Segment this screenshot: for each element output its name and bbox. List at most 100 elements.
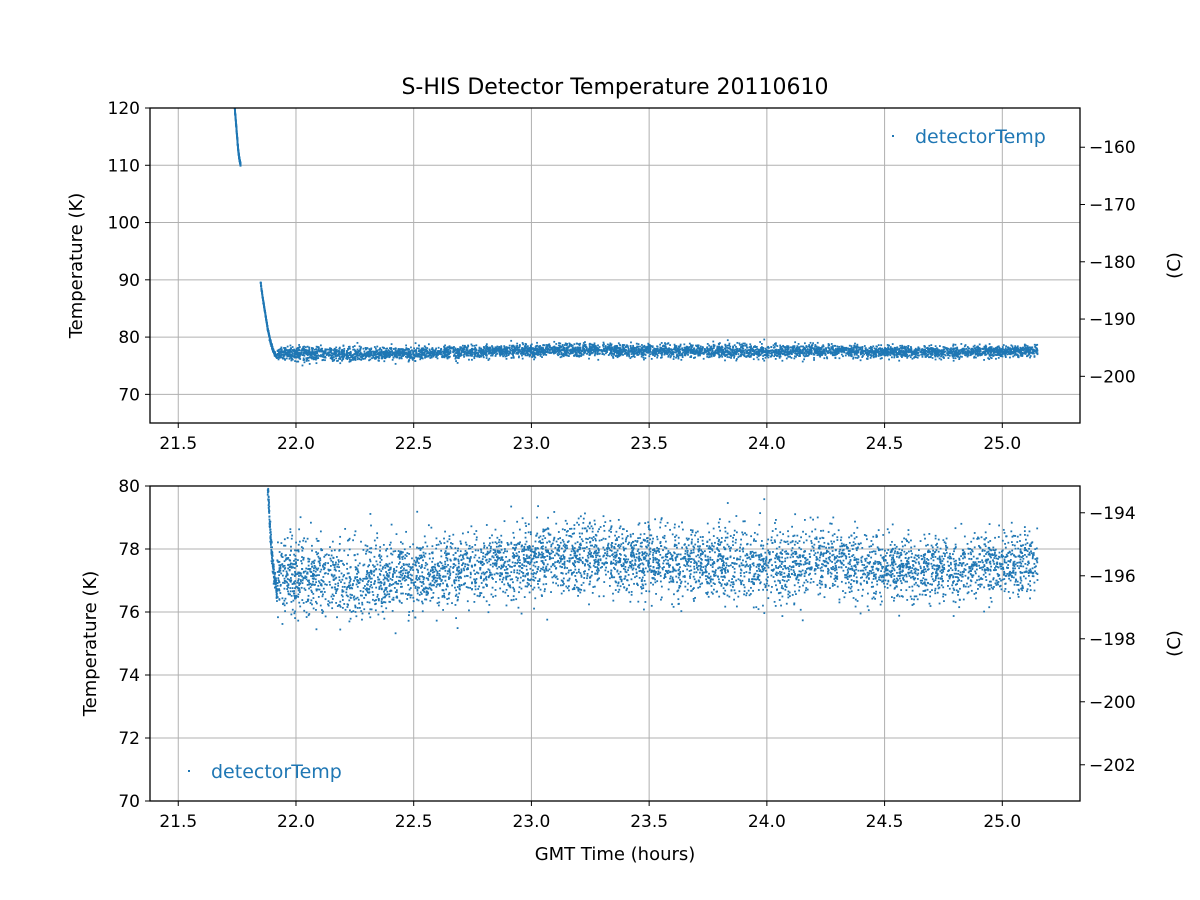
data-point [726, 344, 729, 347]
data-point [619, 347, 622, 349]
data-point [667, 348, 670, 350]
data-point [302, 357, 305, 360]
data-point [788, 351, 791, 354]
data-point [263, 305, 266, 308]
data-point [1024, 346, 1027, 349]
data-point [789, 346, 792, 349]
data-point [576, 349, 579, 352]
data-point [1035, 350, 1037, 353]
data-point [862, 352, 864, 355]
data-point [424, 350, 427, 353]
data-point [1019, 351, 1022, 354]
data-point [808, 352, 810, 355]
data-point [690, 344, 692, 347]
data-point [349, 354, 352, 357]
data-point [236, 139, 239, 141]
data-point [783, 352, 786, 354]
data-point [404, 351, 407, 354]
data-point [952, 348, 954, 351]
data-point [994, 353, 997, 356]
data-point [805, 345, 808, 347]
data-point [305, 357, 308, 360]
data-point [654, 353, 657, 356]
data-point [663, 349, 665, 352]
data-point [641, 348, 644, 351]
data-point [934, 355, 937, 358]
data-point [783, 350, 786, 353]
data-point [752, 348, 755, 351]
data-point [524, 344, 527, 347]
data-point [890, 352, 893, 355]
data-point [859, 346, 862, 349]
data-point [519, 350, 521, 352]
data-point [598, 352, 600, 355]
data-point [869, 354, 872, 357]
data-point [864, 349, 867, 352]
data-point [910, 346, 912, 348]
data-point [958, 350, 961, 352]
data-point [266, 327, 269, 330]
data-point [562, 348, 565, 351]
data-point [978, 347, 980, 349]
data-point [464, 350, 466, 353]
data-point [578, 343, 580, 346]
data-point [397, 350, 400, 353]
data-point [563, 348, 566, 350]
data-point [1035, 352, 1038, 354]
data-point [920, 349, 923, 352]
data-point [522, 348, 525, 351]
data-point [589, 342, 591, 345]
data-point [381, 356, 384, 358]
data-point [330, 348, 333, 351]
data-point [834, 356, 837, 359]
data-point [369, 358, 372, 361]
data-point [793, 349, 796, 352]
data-point [234, 117, 237, 120]
data-point [648, 344, 650, 346]
data-point [500, 346, 503, 349]
data-point [646, 347, 648, 350]
data-point [539, 345, 541, 347]
data-point [692, 351, 695, 354]
data-point [877, 344, 880, 347]
data-point [1030, 348, 1032, 350]
data-point [422, 348, 425, 351]
data-point [875, 345, 878, 348]
data-point [416, 355, 419, 358]
data-point [898, 353, 901, 355]
data-point [737, 356, 740, 359]
data-point [349, 358, 351, 361]
data-point [353, 353, 355, 356]
data-point [644, 357, 647, 360]
data-point [1007, 352, 1010, 355]
data-point [912, 350, 914, 353]
data-point [424, 348, 427, 351]
data-point [995, 351, 997, 354]
data-point [666, 348, 669, 351]
data-point [766, 352, 769, 355]
data-point [394, 355, 397, 358]
data-point [580, 352, 583, 355]
data-point [728, 342, 731, 345]
data-point [785, 357, 788, 360]
data-point [528, 355, 531, 358]
data-point [790, 353, 793, 355]
data-point [362, 358, 365, 360]
data-point [391, 350, 393, 353]
data-point [629, 345, 632, 347]
data-point [771, 349, 774, 352]
data-point [746, 354, 749, 357]
data-point [991, 353, 994, 356]
data-point [322, 359, 325, 361]
data-point [628, 355, 631, 358]
data-point [619, 354, 622, 357]
data-point [608, 345, 611, 348]
data-point [593, 354, 596, 357]
data-point [745, 350, 748, 353]
data-point [816, 354, 819, 357]
data-point [436, 357, 439, 360]
data-point [843, 351, 846, 354]
data-point [629, 350, 631, 352]
data-point [859, 351, 862, 354]
data-point [793, 357, 796, 360]
